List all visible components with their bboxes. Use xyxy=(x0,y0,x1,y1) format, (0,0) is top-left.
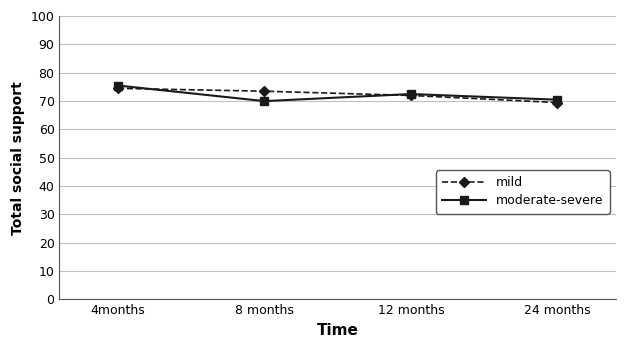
moderate-severe xyxy=(261,99,268,103)
X-axis label: Time: Time xyxy=(317,323,359,338)
Legend: mild, moderate-severe: mild, moderate-severe xyxy=(436,170,609,214)
Y-axis label: Total social support: Total social support xyxy=(11,81,25,235)
Line: moderate-severe: moderate-severe xyxy=(114,81,561,105)
mild xyxy=(261,89,268,93)
mild xyxy=(554,101,561,105)
moderate-severe xyxy=(554,98,561,102)
moderate-severe xyxy=(407,92,414,96)
Line: mild: mild xyxy=(115,85,561,106)
moderate-severe xyxy=(114,83,122,88)
mild xyxy=(114,86,122,90)
mild xyxy=(407,94,414,98)
